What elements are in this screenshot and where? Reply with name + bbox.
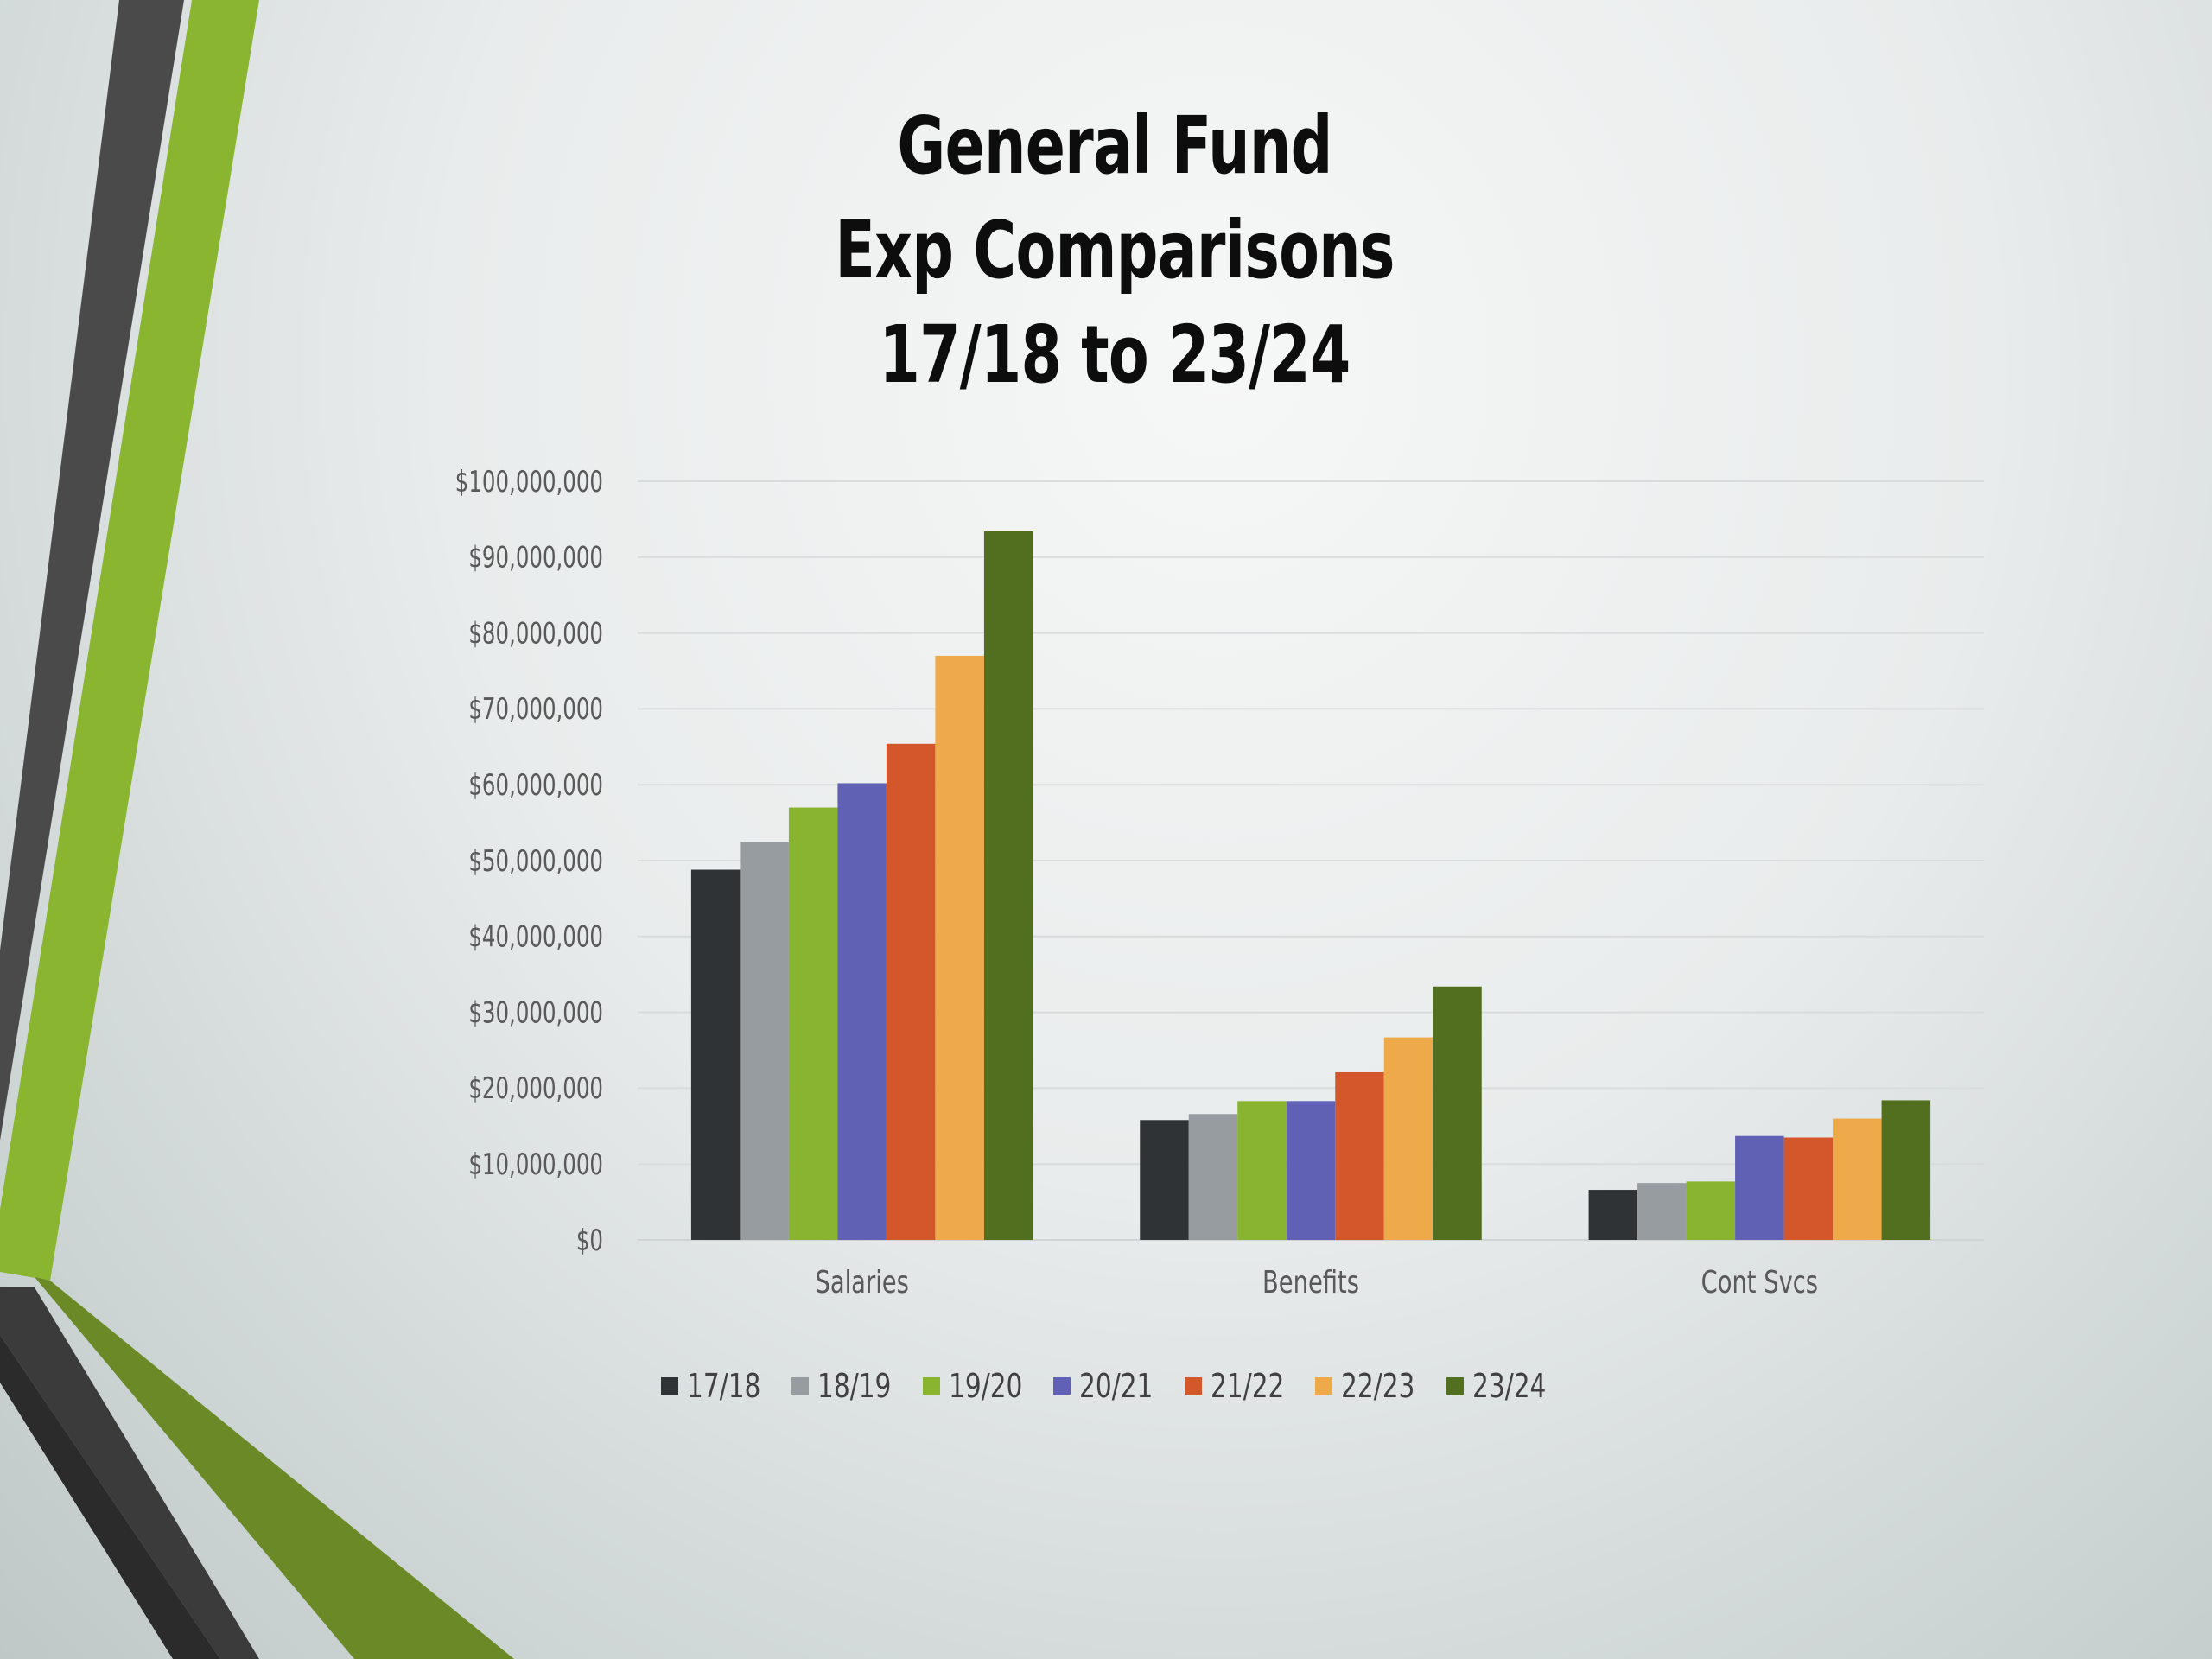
legend-item: 20/21 [1053,1367,1159,1405]
bar-cont-svcs-20-21 [1735,1135,1784,1240]
y-tick-label: $60,000,000 [468,768,603,802]
legend-item: 19/20 [922,1367,1028,1405]
y-tick-label: $80,000,000 [468,616,603,650]
bar-salaries-18-19 [740,842,789,1240]
bar-cont-svcs-19-20 [1686,1181,1736,1240]
legend-label: 19/20 [948,1367,1023,1405]
bar-salaries-19-20 [788,807,838,1240]
bar-benefits-22-23 [1383,1037,1433,1240]
y-tick-label: $30,000,000 [468,995,603,1029]
bar-salaries-17-18 [690,869,741,1240]
chart-title-line-3: 17/18 to 23/24 [879,308,1351,401]
y-tick-label: $70,000,000 [468,692,603,726]
x-axis: Salaries Benefits Cont Svcs [815,1263,1818,1300]
decor-dark-stripe-bottom [0,1287,259,1659]
legend-swatch [1184,1377,1202,1395]
bar-salaries-23-24 [983,531,1033,1240]
legend-item: 21/22 [1184,1367,1290,1405]
legend-item: 22/23 [1315,1367,1421,1405]
legend-item: 18/19 [791,1367,897,1405]
legend-item: 23/24 [1446,1367,1552,1405]
decor-dark-stripe-bottom-inner [0,1335,220,1659]
bar-benefits-18-19 [1188,1114,1238,1240]
legend-swatch [1315,1377,1333,1395]
y-tick-label: $10,000,000 [468,1147,603,1181]
legend-swatch [922,1377,940,1395]
legend-label: 23/24 [1471,1367,1547,1405]
legend-swatch [1053,1377,1071,1395]
y-tick-label: $0 [576,1224,603,1257]
decor-green-stripe-left [0,0,259,1281]
y-tick-label: $100,000,000 [455,465,603,499]
y-tick-label: $50,000,000 [468,844,603,878]
x-category-label: Salaries [815,1263,908,1300]
bar-cont-svcs-22-23 [1833,1118,1882,1240]
legend-item: 17/18 [660,1367,766,1405]
y-tick-label: $90,000,000 [468,541,603,575]
bar-cont-svcs-18-19 [1637,1183,1687,1240]
y-axis: $0 $10,000,000 $20,000,000 $30,000,000 $40,0… [455,465,603,1257]
chart-title-line-2: Exp Comparisons [835,204,1395,296]
bar-benefits-17-18 [1140,1120,1189,1240]
bar-benefits-23-24 [1433,986,1482,1240]
legend-label: 18/19 [817,1367,892,1405]
x-category-label: Cont Svcs [1701,1263,1818,1300]
bar-cont-svcs-17-18 [1588,1190,1638,1240]
legend-label: 17/18 [686,1367,761,1405]
bar-cont-svcs-23-24 [1881,1100,1931,1240]
bar-benefits-21-22 [1335,1071,1384,1240]
chart-legend: 17/18 18/19 19/20 20/21 21/22 22/23 23/24 [0,1367,2212,1405]
bar-cont-svcs-21-22 [1783,1137,1834,1240]
legend-label: 21/22 [1210,1367,1285,1405]
legend-swatch [660,1377,678,1395]
decor-green-stripe-bottom [35,1277,514,1659]
bars [690,531,1931,1240]
bar-benefits-20-21 [1286,1101,1336,1240]
bar-benefits-19-20 [1237,1101,1287,1240]
x-category-label: Benefits [1262,1263,1359,1300]
legend-label: 22/23 [1341,1367,1415,1405]
legend-label: 20/21 [1079,1367,1154,1405]
bar-salaries-20-21 [837,783,887,1240]
bar-salaries-21-22 [886,743,936,1240]
bar-salaries-22-23 [935,655,984,1240]
legend-swatch [1446,1377,1464,1395]
chart-title-line-1: General Fund [897,99,1332,192]
chart-title: General Fund Exp Comparisons 17/18 to 23… [795,93,1434,407]
decor-dark-stripe-left [0,0,184,1141]
y-tick-label: $20,000,000 [468,1071,603,1105]
y-tick-label: $40,000,000 [468,920,603,954]
legend-swatch [791,1377,810,1395]
